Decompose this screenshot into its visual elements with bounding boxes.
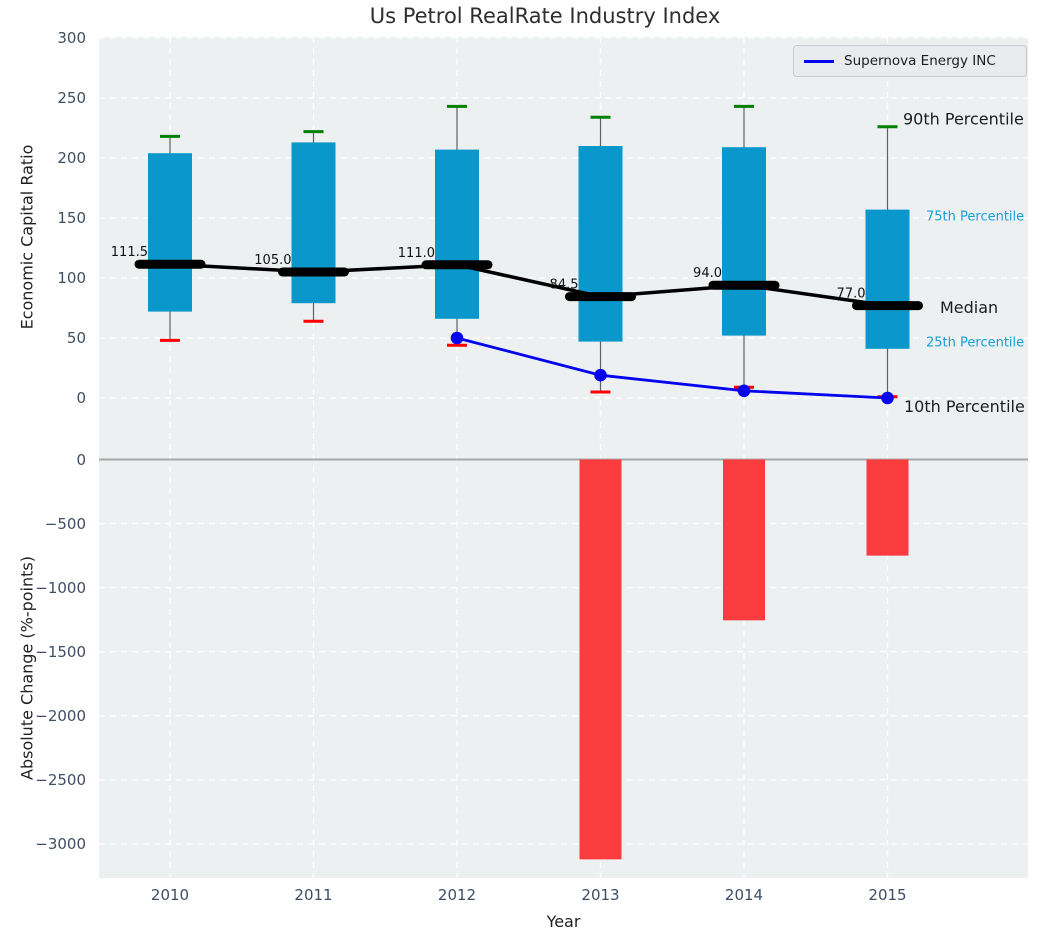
legend-label: Supernova Energy INC	[844, 53, 996, 69]
percentile-box-2015	[865, 209, 910, 349]
median-value-label-2011: 105.0	[254, 253, 291, 268]
percentile-box-2010	[148, 153, 192, 312]
change-bar-2014	[723, 459, 765, 621]
ytick-bottom--2500: −2500	[35, 770, 86, 789]
median-value-label-2010: 111.5	[111, 245, 148, 260]
ytick-top-0: 0	[76, 389, 86, 407]
ytick-top-300: 300	[57, 29, 86, 47]
legend-line-icon	[804, 59, 834, 63]
change-bar-2015	[866, 459, 909, 556]
chart-canvas: 111.5 105.0 111.0 84.5 94.0 77.0 90th Percenti…	[99, 37, 1028, 878]
xtick-2012: 2012	[437, 886, 477, 904]
supernova-marker-2014	[737, 384, 751, 398]
ytick-top-150: 150	[57, 209, 86, 227]
ytick-bottom--2000: −2000	[35, 706, 86, 725]
xtick-2015: 2015	[868, 886, 907, 904]
annotation-90th-percentile: 90th Percentile	[903, 110, 1024, 129]
ytick-bottom--1500: −1500	[35, 642, 86, 661]
supernova-line	[456, 336, 888, 400]
top-y-axis-label: Economic Capital Ratio	[17, 144, 37, 330]
ytick-top-50: 50	[66, 329, 86, 347]
percentile-box-2011	[291, 142, 336, 304]
percentile-box-2013	[578, 146, 623, 342]
plot-area-background	[99, 37, 1028, 878]
chart-title: Us Petrol RealRate Industry Index	[369, 4, 721, 28]
xtick-2014: 2014	[724, 886, 764, 904]
annotation-10th-percentile: 10th Percentile	[904, 397, 1025, 416]
supernova-marker-2012	[450, 331, 464, 345]
annotation-25th-percentile: 25th Percentile	[926, 336, 1024, 351]
xtick-2011: 2011	[294, 886, 333, 904]
percentile-box-2012	[435, 149, 479, 319]
ytick-bottom--3000: −3000	[35, 834, 86, 853]
legend: Supernova Energy INC	[793, 45, 1027, 77]
xtick-2010: 2010	[150, 886, 190, 904]
ytick-bottom--1000: −1000	[35, 578, 86, 597]
percentile-box-2014	[722, 147, 766, 336]
median-value-label-2014: 94.0	[693, 266, 722, 281]
median-value-label-2013: 84.5	[550, 278, 579, 293]
annotation-median: Median	[940, 298, 998, 317]
supernova-marker-2013	[594, 368, 607, 382]
median-value-label-2015: 77.0	[837, 287, 866, 302]
ytick-top-250: 250	[57, 89, 86, 107]
ytick-top-200: 200	[57, 149, 86, 167]
median-line	[169, 262, 888, 308]
median-value-label-2012: 111.0	[398, 246, 435, 261]
annotation-75th-percentile: 75th Percentile	[926, 210, 1024, 225]
bottom-y-axis-label: Absolute Change (%-points)	[17, 556, 37, 780]
ytick-bottom--500: −500	[44, 514, 86, 533]
xtick-2013: 2013	[581, 886, 620, 904]
ytick-top-100: 100	[57, 269, 86, 287]
supernova-marker-2015	[881, 391, 894, 405]
ytick-bottom-0: 0	[76, 450, 86, 469]
x-axis-label: Year	[546, 912, 581, 931]
change-bar-2013	[579, 459, 622, 860]
